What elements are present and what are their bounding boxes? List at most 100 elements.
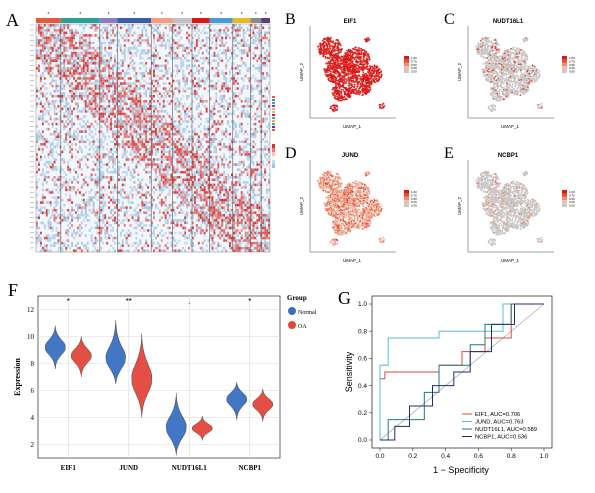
heatmap-cell (147, 56, 150, 60)
heatmap-cell (102, 112, 105, 116)
heatmap-cell (151, 87, 153, 90)
heatmap-cell (252, 145, 255, 149)
heatmap-cell (82, 62, 85, 65)
heatmap-cell (84, 92, 87, 95)
heatmap-cell (53, 36, 56, 40)
heatmap-cell (94, 191, 97, 194)
heatmap-cell (92, 206, 95, 209)
heatmap-cell (154, 56, 157, 60)
heatmap-cell (193, 94, 196, 98)
heatmap-cell (53, 107, 56, 111)
heatmap-cell (63, 181, 66, 184)
heatmap-cell (164, 67, 167, 70)
heatmap-cell (186, 36, 189, 40)
heatmap-cell (133, 51, 136, 55)
heatmap-cell (182, 64, 185, 68)
heatmap-cell (55, 145, 58, 149)
heatmap-cell (236, 94, 239, 98)
heatmap-cell (47, 191, 50, 194)
heatmap-cell (153, 107, 155, 111)
heatmap-cell (135, 130, 138, 133)
heatmap-cell (164, 165, 167, 169)
heatmap-cell (256, 115, 259, 118)
heatmap-cell (57, 231, 60, 235)
heatmap-cell (199, 155, 202, 159)
heatmap-cell (172, 39, 175, 42)
heatmap-cell (139, 120, 142, 123)
heatmap-cell (164, 216, 167, 220)
heatmap-cell (78, 64, 81, 68)
heatmap-cell (63, 36, 66, 40)
heatmap-cell (145, 145, 148, 149)
heatmap-cell (145, 107, 148, 111)
heatmap-cell (182, 62, 185, 65)
heatmap-cell (57, 67, 60, 70)
heatmap-cell (78, 117, 81, 121)
heatmap-cell (123, 224, 126, 227)
heatmap-cell (123, 87, 126, 90)
heatmap-cell (121, 82, 124, 85)
heatmap-cell (108, 64, 111, 68)
heatmap-cell (90, 82, 93, 85)
heatmap-cell (135, 49, 138, 52)
heatmap-cell (213, 120, 216, 123)
heatmap-cell (193, 89, 196, 93)
heatmap-cell (100, 72, 103, 75)
heatmap-cell (36, 51, 38, 55)
heatmap-cell (102, 196, 105, 199)
heatmap-cell (125, 72, 128, 75)
heatmap-cell (174, 105, 177, 108)
heatmap-cell (166, 69, 169, 73)
heatmap-cell (262, 219, 265, 222)
heatmap-cell (225, 221, 228, 225)
heatmap-cell (252, 229, 255, 232)
heatmap-cell (197, 216, 200, 220)
heatmap-cell (254, 56, 257, 60)
heatmap-cell (67, 117, 70, 121)
heatmap-cell (76, 77, 79, 80)
heatmap-cell (108, 36, 111, 40)
heatmap-cell (205, 160, 208, 164)
heatmap-cell (258, 64, 261, 68)
heatmap-cell (36, 216, 38, 220)
heatmap-cell (199, 224, 202, 227)
heatmap-cell (55, 130, 58, 133)
heatmap-cell (131, 193, 134, 197)
group-bar-segment (151, 18, 173, 23)
heatmap-cell (47, 160, 50, 164)
heatmap-cell (69, 31, 72, 35)
heatmap-cell (139, 110, 142, 113)
heatmap-cell (123, 44, 126, 47)
heatmap-cell (195, 155, 198, 159)
heatmap-cell (264, 89, 267, 93)
heatmap-cell (240, 51, 243, 55)
heatmap-cell (135, 94, 138, 98)
heatmap-cell (65, 77, 68, 80)
heatmap-cell (178, 87, 181, 90)
heatmap-cell (51, 84, 54, 88)
heatmap-cell (61, 168, 64, 171)
heatmap-cell (231, 219, 233, 222)
heatmap-cell (209, 203, 212, 207)
heatmap-cell (39, 39, 42, 42)
heatmap-cell (240, 49, 243, 52)
heatmap-cell (112, 219, 114, 222)
heatmap-cell (84, 211, 87, 214)
heatmap-cell (125, 231, 128, 235)
heatmap-cell (92, 135, 95, 138)
heatmap-cell (156, 176, 159, 179)
heatmap-cell (236, 107, 239, 111)
heatmap-cell (65, 181, 68, 184)
heatmap-cell (149, 125, 152, 128)
heatmap-cell (219, 39, 222, 42)
heatmap-cell (252, 196, 255, 199)
heatmap-cell (96, 148, 99, 151)
heatmap-cell (67, 163, 70, 166)
heatmap-cell (240, 112, 243, 116)
heatmap-cell (201, 208, 204, 212)
heatmap-cell (94, 54, 97, 57)
heatmap-cell (55, 216, 58, 220)
heatmap-cell (63, 176, 66, 179)
heatmap-cell (240, 92, 243, 95)
heatmap-cell (223, 145, 226, 149)
